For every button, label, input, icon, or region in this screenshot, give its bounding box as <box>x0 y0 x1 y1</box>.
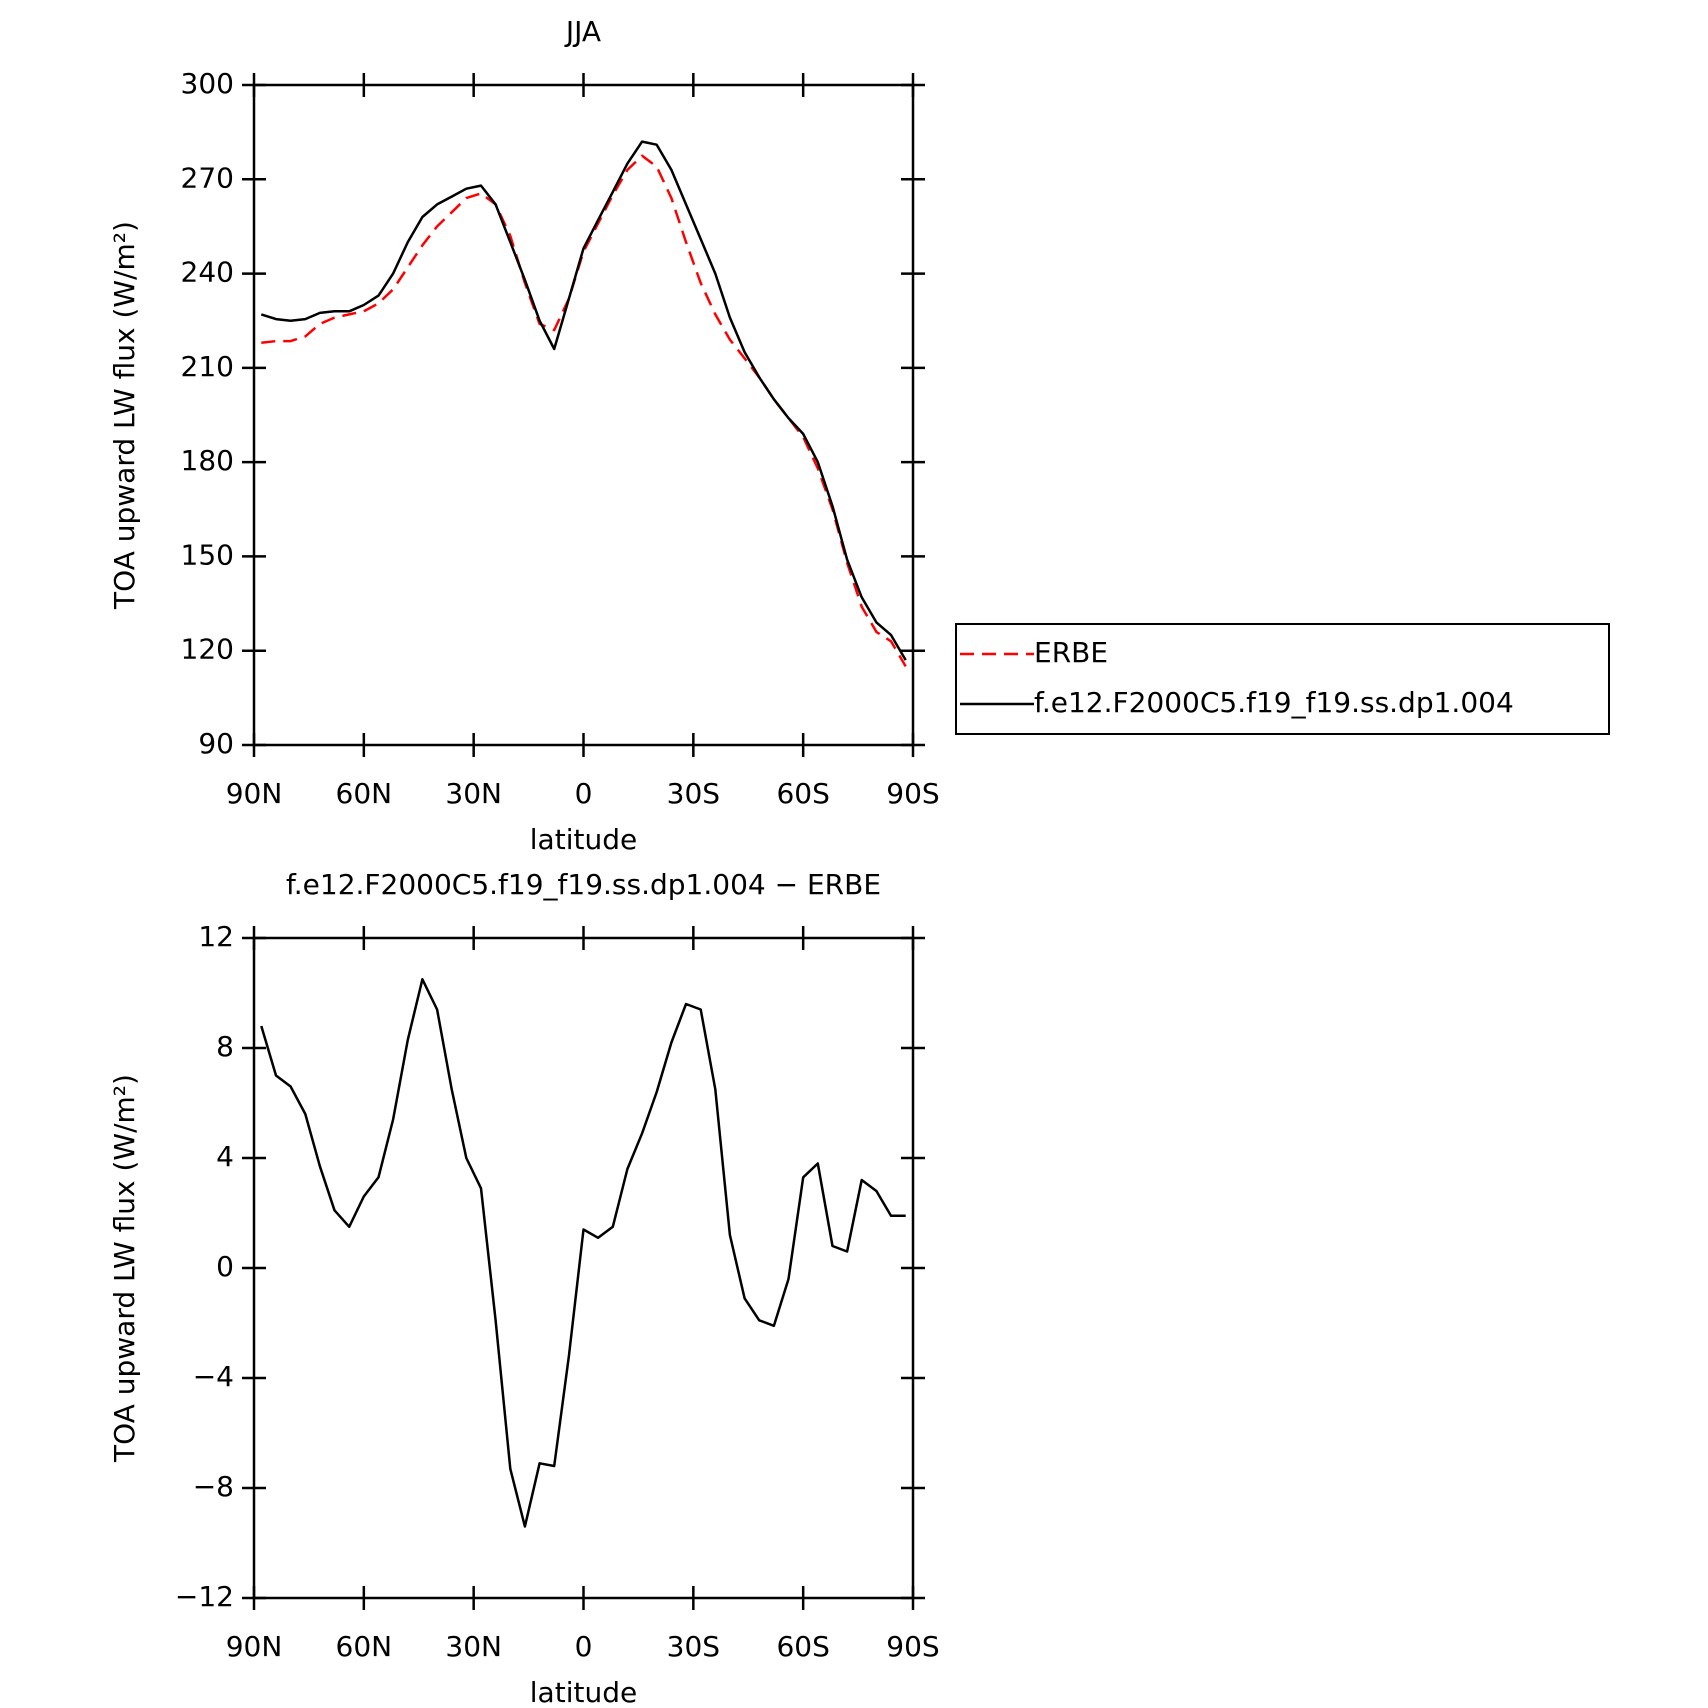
x-tick-label: 60S <box>776 777 829 810</box>
x-tick-label: 90S <box>886 777 939 810</box>
x-tick-label: 60N <box>336 777 393 810</box>
y-tick-label: 8 <box>216 1030 234 1063</box>
y-tick-label: −12 <box>175 1580 234 1613</box>
plot-frame <box>252 936 915 1600</box>
x-tick-label: 90N <box>226 777 283 810</box>
y-tick-label: 210 <box>181 350 234 383</box>
legend-label: f.e12.F2000C5.f19_f19.ss.dp1.004 <box>1034 686 1514 719</box>
y-tick-label: 300 <box>181 67 234 100</box>
x-tick-label: 30S <box>667 777 720 810</box>
x-tick-label: 30N <box>445 1630 502 1663</box>
y-tick-label: 180 <box>181 444 234 477</box>
y-tick-label: 0 <box>216 1250 234 1283</box>
chart-title: f.e12.F2000C5.f19_f19.ss.dp1.004 − ERBE <box>286 868 881 901</box>
y-axis-label: TOA upward LW flux (W/m²) <box>108 221 141 610</box>
y-tick-label: −8 <box>193 1470 234 1503</box>
x-axis-label: latitude <box>530 823 637 856</box>
y-tick-label: 150 <box>181 538 234 571</box>
y-tick-label: 90 <box>198 727 234 760</box>
y-tick-label: 120 <box>181 633 234 666</box>
y-tick-label: 270 <box>181 161 234 194</box>
y-axis-label: TOA upward LW flux (W/m²) <box>108 1074 141 1463</box>
x-tick-label: 0 <box>575 777 593 810</box>
y-tick-label: 4 <box>216 1140 234 1173</box>
x-tick-label: 60N <box>336 1630 393 1663</box>
x-tick-label: 60S <box>776 1630 829 1663</box>
y-tick-label: 240 <box>181 256 234 289</box>
x-tick-label: 30S <box>667 1630 720 1663</box>
series-line <box>261 154 907 668</box>
x-axis-label: latitude <box>530 1676 637 1708</box>
legend-label: ERBE <box>1034 636 1108 669</box>
x-tick-label: 30N <box>445 777 502 810</box>
legend-box <box>955 623 1610 735</box>
y-tick-label: −4 <box>193 1360 234 1393</box>
y-tick-label: 12 <box>198 920 234 953</box>
series-line <box>260 140 907 661</box>
chart-title: JJA <box>564 15 601 48</box>
x-tick-label: 90N <box>226 1630 283 1663</box>
plot-frame <box>252 83 915 747</box>
x-tick-label: 0 <box>575 1630 593 1663</box>
series-line <box>260 978 906 1528</box>
x-tick-label: 90S <box>886 1630 939 1663</box>
